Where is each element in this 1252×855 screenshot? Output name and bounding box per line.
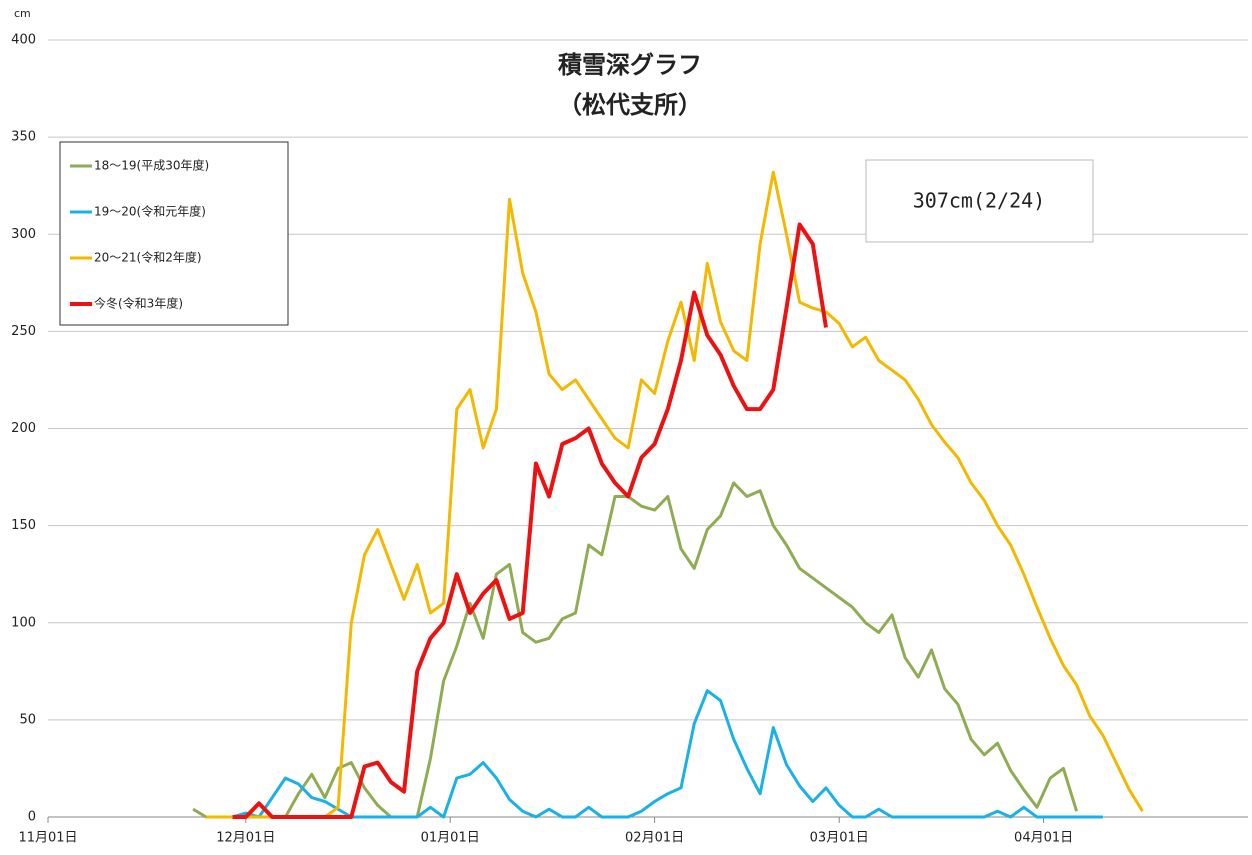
chart-title: 積雪深グラフ bbox=[558, 51, 702, 79]
legend-label: 今冬(令和3年度) bbox=[94, 296, 183, 311]
annotation: 307cm(2/24) bbox=[913, 189, 1045, 213]
legend-box bbox=[59, 141, 289, 326]
legend-label: 20～21(令和2年度) bbox=[94, 250, 202, 265]
legend-label: 19～20(令和元年度) bbox=[94, 204, 206, 219]
y-tick-label: 400 bbox=[11, 33, 36, 48]
x-tick-label: 12月01日 bbox=[216, 831, 275, 846]
y-tick-label: 100 bbox=[11, 615, 36, 630]
y-tick-label: 300 bbox=[11, 227, 36, 242]
x-tick-label: 11月01日 bbox=[18, 831, 77, 846]
x-tick-label: 04月01日 bbox=[1014, 831, 1073, 846]
x-tick-label: 01月01日 bbox=[421, 831, 480, 846]
legend-label: 18～19(平成30年度) bbox=[94, 158, 209, 173]
y-tick-label: 350 bbox=[11, 130, 36, 145]
annotation-box bbox=[865, 159, 1094, 243]
series-line bbox=[192, 481, 1079, 819]
y-axis-label: cm bbox=[14, 7, 31, 20]
y-tick-label: 150 bbox=[11, 518, 36, 533]
series-line bbox=[206, 170, 1144, 819]
x-tick-label: 03月01日 bbox=[810, 831, 869, 846]
y-tick-label: 50 bbox=[19, 712, 36, 727]
x-tick-label: 02月01日 bbox=[625, 831, 684, 846]
y-tick-label: 0 bbox=[28, 810, 36, 825]
chart-subtitle: （松代支所） bbox=[558, 91, 702, 119]
series-line bbox=[232, 222, 828, 819]
y-tick-label: 250 bbox=[11, 324, 36, 339]
series-line bbox=[232, 689, 1103, 819]
y-tick-label: 200 bbox=[11, 421, 36, 436]
